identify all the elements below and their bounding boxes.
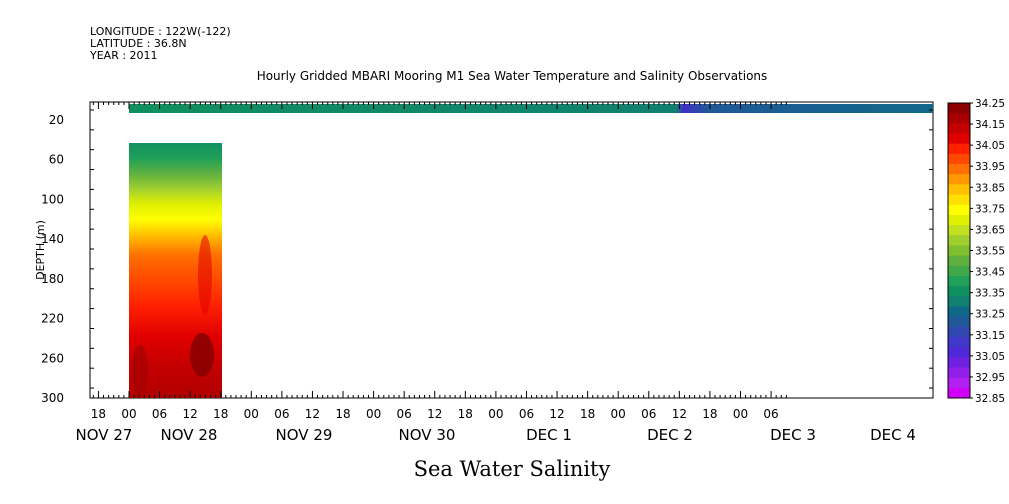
x-hour-label: 18 xyxy=(702,407,717,421)
colorbar-swatch xyxy=(948,296,970,307)
x-hour-label: 00 xyxy=(733,407,748,421)
colorbar-label: 33.25 xyxy=(975,309,1005,321)
colorbar-swatch xyxy=(948,275,970,287)
colorbar-label: 33.35 xyxy=(975,288,1005,300)
y-tick-label: 20 xyxy=(49,113,64,127)
colorbar-label: 33.55 xyxy=(975,246,1005,258)
colorbar-swatch xyxy=(948,316,970,328)
x-hour-label: 00 xyxy=(488,407,503,421)
x-hour-label: 18 xyxy=(580,407,595,421)
colorbar-label: 33.15 xyxy=(975,330,1005,342)
colorbar-swatch xyxy=(948,194,970,206)
x-hour-label: 06 xyxy=(397,407,412,421)
colorbar-label: 34.05 xyxy=(975,140,1005,152)
x-hour-label: 06 xyxy=(274,407,289,421)
year-label: YEAR : 2011 xyxy=(89,49,158,62)
colorbar-swatch xyxy=(948,265,970,277)
x-hour-label: 06 xyxy=(641,407,656,421)
colorbar-swatch xyxy=(948,357,970,368)
colorbar-swatch xyxy=(948,153,970,165)
colorbar-label: 34.15 xyxy=(975,119,1005,131)
max-salinity-core xyxy=(190,333,214,377)
colorbar-swatch xyxy=(948,367,970,379)
salinity-field xyxy=(129,104,933,398)
colorbar-swatch xyxy=(948,123,970,135)
colorbar-label: 33.75 xyxy=(975,203,1005,215)
x-date-label: NOV 28 xyxy=(161,426,218,444)
colorbar-swatch xyxy=(948,103,970,114)
y-tick-label: 60 xyxy=(49,153,64,167)
x-hour-label: 00 xyxy=(611,407,626,421)
y-tick-label: 100 xyxy=(41,192,64,206)
x-hour-label: 18 xyxy=(335,407,350,421)
x-hour-label: 00 xyxy=(366,407,381,421)
y-tick-label: 220 xyxy=(41,312,64,326)
x-hour-label: 00 xyxy=(121,407,136,421)
colorbar-label: 33.45 xyxy=(975,267,1005,279)
x-hour-label: 18 xyxy=(91,407,106,421)
colorbar-swatch xyxy=(948,204,970,216)
colorbar-swatch xyxy=(948,347,970,358)
colorbar-label: 33.95 xyxy=(975,161,1005,173)
colorbar-swatch xyxy=(948,225,970,236)
high-salinity-patch xyxy=(132,345,148,395)
x-hour-label: 18 xyxy=(213,407,228,421)
x-hour-label: 12 xyxy=(549,407,564,421)
colorbar-swatch xyxy=(948,133,970,145)
chart-title: Hourly Gridded MBARI Mooring M1 Sea Wate… xyxy=(257,69,768,83)
colorbar-swatch xyxy=(948,377,970,389)
x-hour-label: 12 xyxy=(672,407,687,421)
latitude-label: LATITUDE : 36.8N xyxy=(90,37,187,50)
x-axis-title: Sea Water Salinity xyxy=(414,457,611,481)
colorbar-label: 32.85 xyxy=(975,393,1005,405)
x-date-label: NOV 27 xyxy=(76,426,133,444)
colorbar-swatch xyxy=(948,255,970,267)
x-date-label: DEC 1 xyxy=(526,426,572,444)
colorbar-label: 34.25 xyxy=(975,98,1005,110)
colorbar-label: 33.05 xyxy=(975,351,1005,363)
colorbar-legend: 34.25 34.15 34.05 33.95 33.85 33.75 33.65 33.55… xyxy=(947,98,1005,405)
colorbar-swatch xyxy=(948,306,970,318)
longitude-label: LONGITUDE : 122W(-122) xyxy=(90,25,231,38)
x-hour-label: 00 xyxy=(244,407,259,421)
x-hour-label: 12 xyxy=(427,407,442,421)
colorbar-swatch xyxy=(948,113,970,124)
x-date-label: DEC 4 xyxy=(870,426,916,444)
colorbar-swatch xyxy=(948,164,970,175)
y-tick-label: 300 xyxy=(41,391,64,405)
colorbar-swatch xyxy=(948,184,970,196)
y-tick-label: 260 xyxy=(41,351,64,365)
colorbar-swatch xyxy=(948,245,970,257)
colorbar-swatch xyxy=(948,174,970,185)
x-hour-label: 12 xyxy=(183,407,198,421)
x-date-label: NOV 30 xyxy=(399,426,456,444)
y-axis: 20 60 100 140 180 220 260 300 xyxy=(41,109,933,405)
y-tick-label: 140 xyxy=(41,232,64,246)
x-date-label: DEC 2 xyxy=(647,426,693,444)
colorbar-swatch xyxy=(948,336,970,348)
colorbar-swatch xyxy=(948,214,970,226)
surface-salinity-band xyxy=(129,104,933,113)
colorbar-label: 33.85 xyxy=(975,182,1005,194)
colorbar-swatch xyxy=(948,286,970,297)
x-date-label: NOV 29 xyxy=(276,426,333,444)
x-axis: 18 00 06 12 18 00 06 12 18 00 06 12 18 00 06 12 18 00 06 12… xyxy=(76,102,916,444)
colorbar-swatch xyxy=(948,387,970,399)
colorbar-swatch xyxy=(948,326,970,338)
colorbar-swatch xyxy=(948,235,970,246)
salinity-tongue xyxy=(198,235,212,315)
x-hour-label: 18 xyxy=(458,407,473,421)
x-hour-label: 06 xyxy=(763,407,778,421)
x-date-label: DEC 3 xyxy=(770,426,816,444)
colorbar-label: 33.65 xyxy=(975,224,1005,236)
x-hour-label: 06 xyxy=(152,407,167,421)
colorbar-label: 32.95 xyxy=(975,372,1005,384)
y-tick-label: 180 xyxy=(41,272,64,286)
colorbar-swatch xyxy=(948,143,970,155)
x-hour-label: 12 xyxy=(305,407,320,421)
x-hour-label: 06 xyxy=(519,407,534,421)
plot-area xyxy=(89,101,934,399)
y-axis-title: DEPTH (m) xyxy=(34,220,47,280)
